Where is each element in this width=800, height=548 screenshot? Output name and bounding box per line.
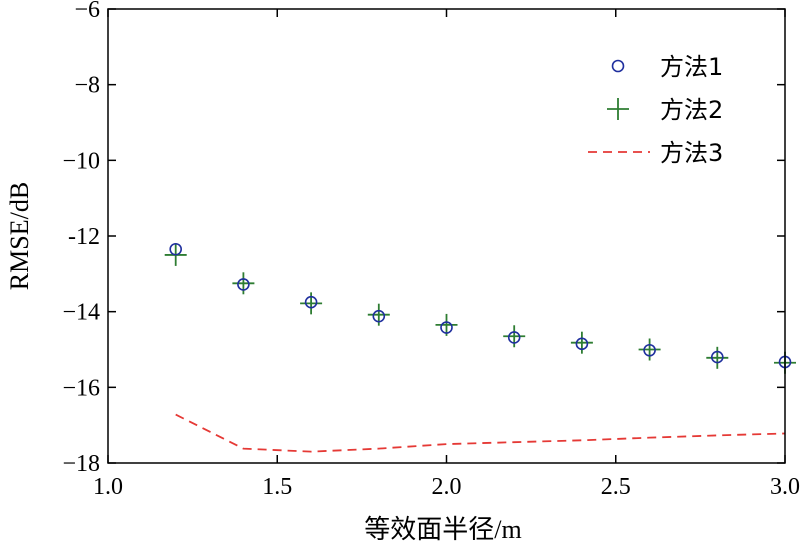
data-point-plus	[570, 331, 593, 354]
data-point-plus	[706, 346, 729, 369]
x-tick-label: 3.0	[770, 474, 800, 500]
legend-label: 方法3	[660, 139, 723, 167]
data-point-circle	[169, 242, 182, 256]
x-tick-label: 1.0	[93, 474, 123, 500]
data-point-plus	[503, 325, 526, 348]
y-tick-label: −16	[62, 375, 100, 401]
series-layer	[164, 242, 796, 453]
data-point-plus	[232, 272, 255, 295]
x-tick-label: 2.0	[432, 474, 462, 500]
legend-entry: 方法3	[588, 139, 723, 167]
data-point-plus	[300, 292, 323, 315]
y-tick-label: −10	[62, 148, 100, 174]
data-point-circle	[304, 295, 318, 309]
x-tick-label: 2.5	[601, 474, 631, 500]
series-line-方法3	[175, 413, 786, 453]
legend-entry: 方法2	[607, 96, 723, 124]
data-point-plus	[638, 338, 661, 361]
y-tick-label: −18	[62, 451, 100, 477]
data-point-circle	[611, 59, 625, 73]
data-point-circle	[237, 278, 250, 291]
x-tick-label: 1.5	[262, 474, 292, 500]
data-point-circle	[372, 309, 386, 323]
data-point-circle	[507, 331, 521, 344]
y-tick-label: −14	[62, 300, 100, 326]
y-tick-label: -12	[68, 224, 100, 250]
legend: 方法1 方法2 方法3	[588, 53, 723, 167]
x-axis-title: 等效面半径/m	[364, 515, 521, 544]
data-point-plus	[435, 313, 458, 336]
y-axis-title: RMSE/dB	[5, 182, 34, 290]
legend-label: 方法1	[660, 53, 723, 81]
data-point-plus	[607, 98, 629, 120]
data-point-circle	[575, 337, 589, 351]
y-tick-label: −6	[74, 0, 100, 23]
data-point-circle	[710, 350, 724, 364]
data-point-circle	[440, 321, 453, 334]
legend-entry: 方法1	[611, 53, 723, 81]
legend-label: 方法2	[660, 96, 723, 124]
data-point-circle	[643, 343, 656, 357]
axes-layer: 1.0 1.5 2.0 2.5 3.0 −18 −16 −14 -12 −10 −8 −6	[62, 0, 800, 500]
y-tick-label: −8	[74, 73, 100, 99]
